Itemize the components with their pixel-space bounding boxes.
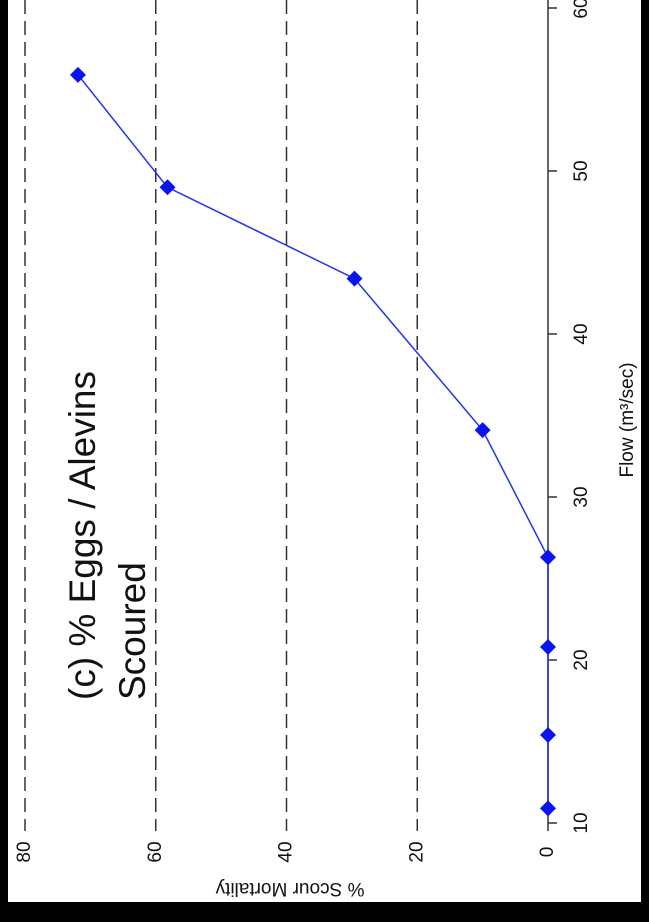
data-point bbox=[474, 422, 491, 439]
y-tick-label: 0 bbox=[537, 847, 558, 858]
annotation: Scoured bbox=[112, 562, 153, 700]
data-point bbox=[346, 270, 363, 287]
y-tick-label: 60 bbox=[145, 841, 166, 862]
y-tick-label: 40 bbox=[276, 841, 297, 862]
x-tick-label: 40 bbox=[571, 323, 592, 344]
x-tick-label: 60 bbox=[571, 0, 592, 19]
y-tick-label: 20 bbox=[406, 841, 427, 862]
data-point bbox=[540, 638, 556, 655]
series-line bbox=[77, 74, 549, 809]
data-point bbox=[540, 549, 556, 566]
x-tick-label: 30 bbox=[571, 486, 592, 507]
data-point bbox=[69, 66, 86, 83]
x-axis-title: Flow (m³/sec) bbox=[617, 362, 638, 477]
data-point bbox=[159, 179, 176, 196]
x-tick-label: 50 bbox=[571, 160, 592, 181]
y-axis-title: % Scour Mortality bbox=[215, 878, 364, 899]
x-tick-label: 20 bbox=[571, 649, 592, 670]
annotation: (c) % Eggs / Alevins bbox=[62, 371, 103, 700]
data-point bbox=[540, 800, 556, 817]
y-tick-label: 80 bbox=[14, 841, 35, 862]
x-tick-label: 10 bbox=[571, 812, 592, 833]
plot-background bbox=[8, 0, 641, 902]
data-point bbox=[540, 726, 556, 743]
